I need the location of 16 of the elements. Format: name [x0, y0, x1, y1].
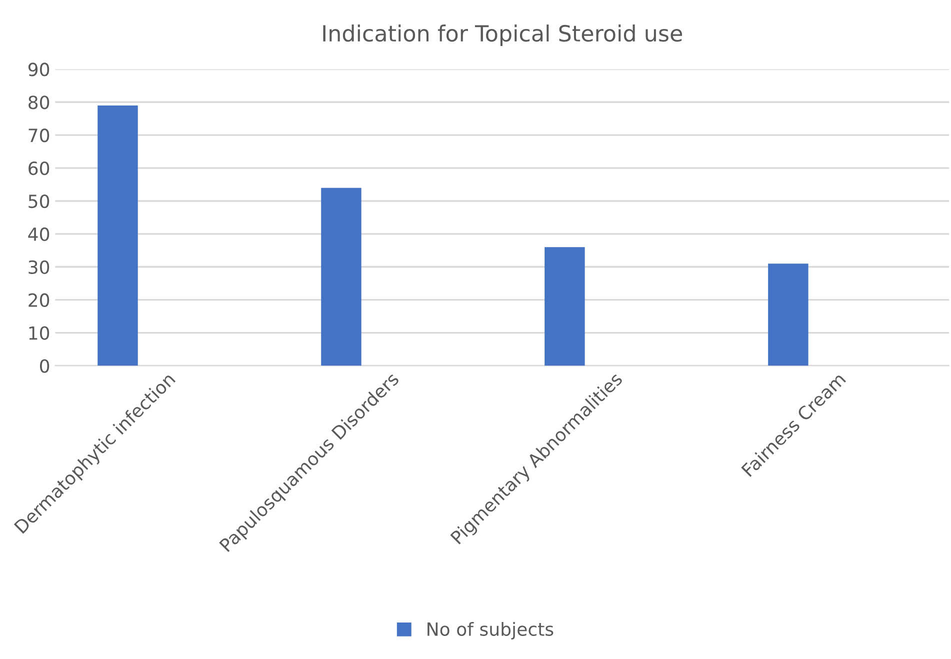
y-tick-label: 0 [40, 359, 50, 373]
y-tick-label: 20 [28, 293, 50, 307]
legend-label: No of subjects [428, 622, 554, 640]
y-tick-label: 60 [28, 162, 50, 176]
y-tick-label: 40 [28, 227, 50, 242]
y-tick-label: 50 [28, 194, 50, 208]
bar [768, 264, 808, 366]
y-tick-label: 10 [29, 326, 50, 340]
bar [98, 105, 138, 366]
y-tick-label: 30 [28, 260, 50, 274]
bar [544, 247, 585, 366]
chart-title: Indication for Topical Steroid use [323, 24, 682, 46]
y-tick-label: 70 [28, 128, 50, 142]
y-tick-label: 90 [28, 62, 50, 76]
bar [321, 188, 362, 366]
y-tick-label: 80 [28, 96, 50, 110]
